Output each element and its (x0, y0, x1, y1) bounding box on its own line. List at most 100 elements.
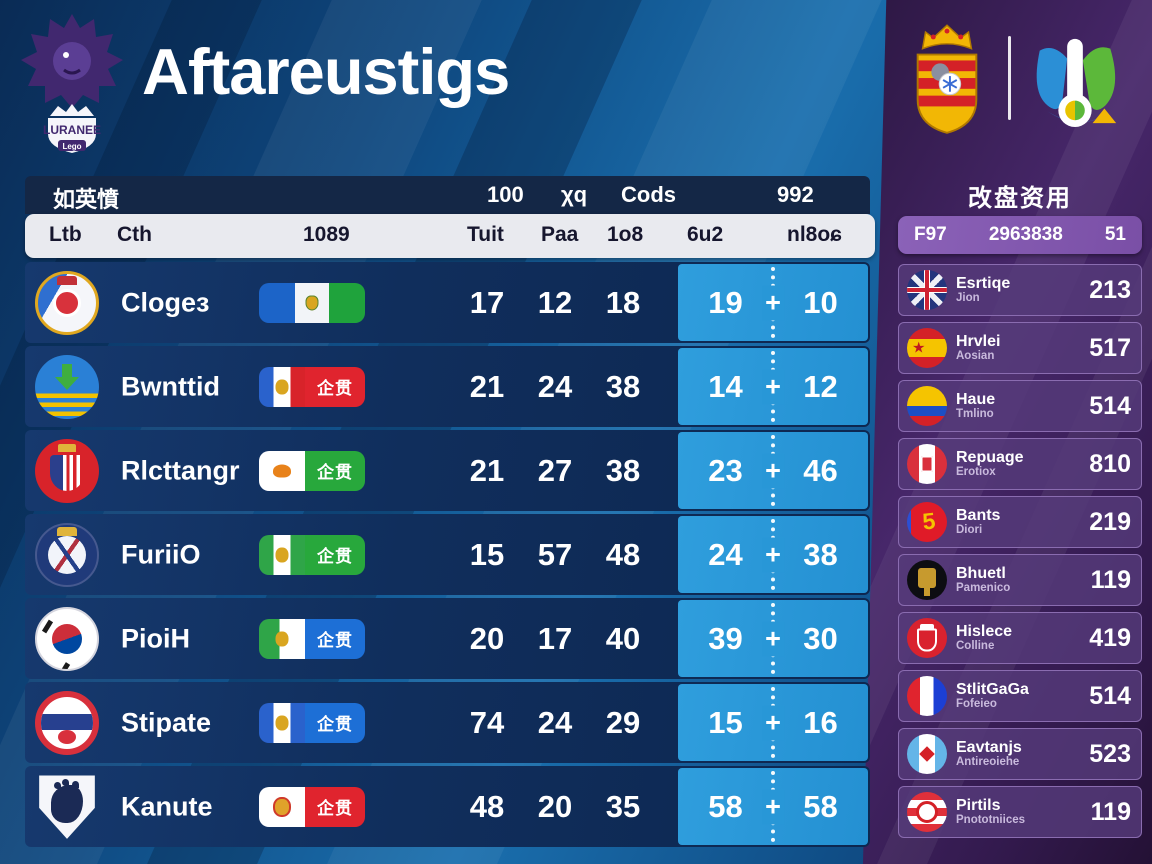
team-name: Rlcttangr (121, 455, 240, 485)
highlight-stats: 39 30 + (678, 600, 868, 677)
country-subtitle: Jion (956, 292, 980, 305)
flag-spain-icon (907, 328, 947, 368)
col-header-3: 1089 (303, 223, 350, 246)
stat-value-3: 18 (605, 284, 641, 320)
team-flag-pill (259, 282, 365, 323)
highlight-stats: 14 12 + (678, 348, 868, 425)
col-header-6: 1o8 (607, 223, 644, 246)
federation-crest-logo (916, 24, 978, 134)
highlight-value-right: 58 (803, 788, 838, 824)
team-badge-icon (35, 438, 99, 503)
sidebar-row[interactable]: StlitGaGa Fofeieo 514 (898, 670, 1142, 722)
country-name: Haue (956, 391, 996, 408)
table-title: 如英憤 (53, 187, 120, 212)
country-subtitle: Pnototniices (956, 814, 1026, 827)
stat-value-1: 20 (469, 620, 505, 656)
highlight-value-left: 58 (708, 788, 743, 824)
stat-value-3: 48 (605, 536, 641, 572)
topbar-stat-2: χq (561, 182, 588, 207)
team-name: Stipate (121, 707, 212, 737)
topbar-stat-1: 100 (487, 182, 524, 207)
country-name: Hrvlei (956, 333, 1001, 350)
team-flag-pill: 企贯 (259, 450, 365, 491)
country-value: 213 (1089, 275, 1131, 304)
sidebar-row[interactable]: Hislece Colline 419 (898, 612, 1142, 664)
country-name: Esrtiqe (956, 275, 1011, 292)
team-badge-icon (35, 690, 99, 755)
sidebar-row[interactable]: Pirtils Pnototniices 119 (898, 786, 1142, 838)
team-flag-pill: 企贯 (259, 534, 365, 575)
sidebar-stat-bar: F97 2963838 51 (898, 216, 1142, 254)
flag-icon (259, 366, 305, 407)
highlight-stats: 19 10 + (678, 264, 868, 341)
plus-sign: + (762, 621, 784, 656)
flag-lightblue-diamond-icon (907, 734, 947, 774)
flag-colombia-icon (907, 386, 947, 426)
highlight-value-left: 19 (708, 284, 743, 320)
league-lion-logo: LURANEE Lego (21, 14, 123, 153)
col-header-2: Cth (117, 223, 152, 246)
league-badge-text: LURANEE (43, 123, 101, 137)
plus-sign: + (762, 705, 784, 740)
stat-value-2: 24 (537, 704, 573, 740)
flag-label: 企贯 (305, 366, 365, 407)
flag-red-white-stripes-icon (907, 792, 947, 832)
team-badge-icon (35, 354, 99, 419)
highlight-stats: 24 38 + (678, 516, 868, 593)
table-row[interactable]: Bwnttid 企贯 21 24 38 14 12 + (25, 346, 870, 427)
highlight-stats: 23 46 + (678, 432, 868, 509)
highlight-value-right: 46 (803, 452, 838, 488)
stat-value-3: 38 (605, 368, 641, 404)
country-subtitle: Diori (956, 524, 983, 537)
highlight-value-right: 30 (803, 620, 838, 656)
highlight-value-left: 14 (708, 368, 743, 404)
flag-icon (259, 450, 305, 491)
plus-sign: + (762, 369, 784, 404)
sidebar-stat-b: 2963838 (988, 224, 1063, 245)
country-subtitle: Pamenico (956, 582, 1011, 595)
sidebar-stat-c: 51 (1104, 224, 1126, 245)
country-name: Bants (956, 507, 1001, 524)
country-name: StlitGaGa (956, 681, 1029, 698)
team-badge-icon (35, 606, 99, 671)
highlight-value-right: 10 (803, 284, 838, 320)
team-name: PioiH (121, 623, 191, 653)
stat-value-3: 29 (605, 704, 641, 740)
league-badge-subtext: Lego (62, 142, 81, 151)
team-badge-icon (35, 270, 99, 335)
sidebar-row[interactable]: Repuage Erotiox 810 (898, 438, 1142, 490)
sidebar-row[interactable]: Esrtiqe Jion 213 (898, 264, 1142, 316)
flag-label: 企贯 (305, 618, 365, 659)
flag-uk-icon (907, 270, 947, 310)
stat-value-1: 21 (469, 452, 505, 488)
team-name: FuriiO (121, 539, 201, 569)
flag-france-icon (907, 676, 947, 716)
table-top-header: 如英憤 100 χq Cods 992 (25, 176, 870, 214)
stat-value-2: 27 (537, 452, 573, 488)
sidebar-title: 改盘资用 (968, 185, 1072, 212)
highlight-value-left: 24 (708, 536, 743, 572)
table-row[interactable]: Rlcttangr 企贯 21 27 38 23 46 + (25, 430, 870, 511)
stat-value-1: 48 (469, 788, 505, 824)
stat-value-3: 40 (605, 620, 641, 656)
flag-icon (259, 786, 305, 827)
plus-sign: + (762, 537, 784, 572)
flag-red-crest-icon (907, 618, 947, 658)
flag-black-gold-icon (907, 560, 947, 600)
sidebar-row[interactable]: Eavtanjs Antireoiehe 523 (898, 728, 1142, 780)
sidebar-row[interactable]: Bants Diori 219 (898, 496, 1142, 548)
sidebar-row[interactable]: Hrvlei Aosian 517 (898, 322, 1142, 374)
table-row[interactable]: Clogeɜ 17 12 18 19 10 + (25, 262, 870, 343)
highlight-value-right: 16 (803, 704, 838, 740)
sidebar-row[interactable]: Bhuetl Pamenico 119 (898, 554, 1142, 606)
sidebar-row[interactable]: Haue Tmlino 514 (898, 380, 1142, 432)
plus-sign: + (762, 285, 784, 320)
flag-label: 企贯 (305, 702, 365, 743)
stat-value-1: 21 (469, 368, 505, 404)
table-row[interactable]: PioiH 企贯 20 17 40 39 30 + (25, 598, 870, 679)
table-row[interactable]: FuriiO 企贯 15 57 48 24 38 + (25, 514, 870, 595)
table-row[interactable]: Kanute 企贯 48 20 35 58 58 + (25, 766, 870, 847)
country-value: 119 (1090, 565, 1131, 594)
table-row[interactable]: Stipate 企贯 74 24 29 15 16 + (25, 682, 870, 763)
sidebar-list: Esrtiqe Jion 213 Hrvlei Aosian 517 Haue … (898, 264, 1142, 838)
